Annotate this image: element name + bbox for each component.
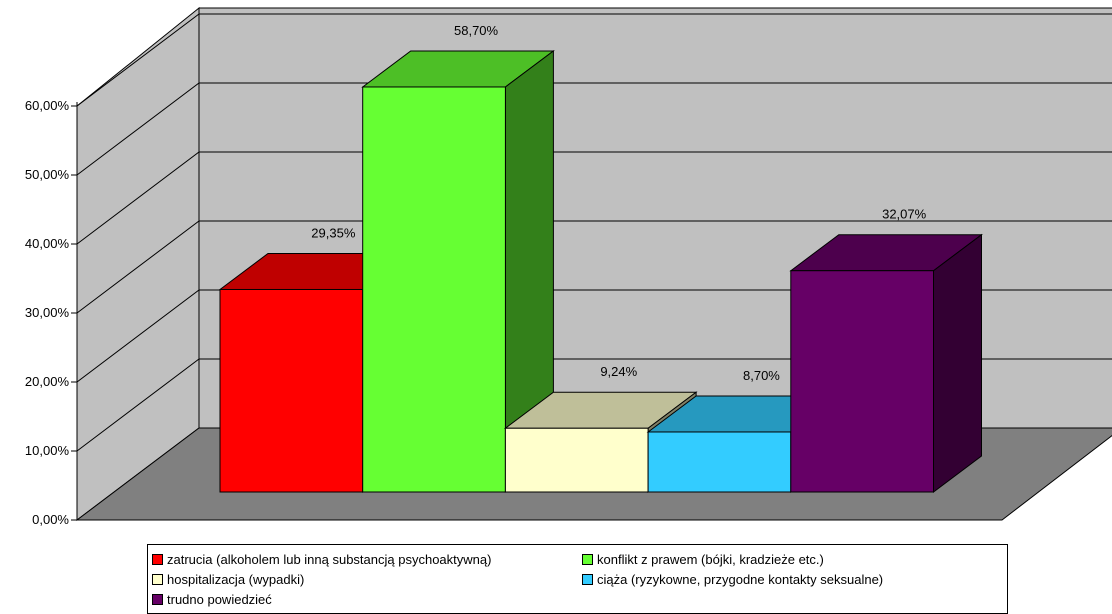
y-tick-label: 20,00% xyxy=(25,374,70,389)
data-label: 8,70% xyxy=(743,368,780,383)
bar-front xyxy=(790,270,934,493)
bar xyxy=(789,233,983,493)
legend-swatch-ciaza xyxy=(582,574,593,586)
gridline xyxy=(76,151,1112,245)
gridline xyxy=(76,82,1112,176)
y-tick-label: 60,00% xyxy=(25,98,70,113)
data-label: 9,24% xyxy=(600,364,637,379)
data-label: 32,07% xyxy=(882,207,927,222)
legend-item-hospitalizacja: hospitalizacja (wypadki) xyxy=(152,571,304,589)
legend-label-hospitalizacja: hospitalizacja (wypadki) xyxy=(167,572,305,587)
bar xyxy=(503,391,698,493)
data-label: 58,70% xyxy=(454,23,499,38)
legend-label-ciaza: ciąża (ryzykowne, przygodne kontakty sek… xyxy=(597,572,884,587)
legend: zatrucia (alkoholem lub inną substancją … xyxy=(147,544,1008,614)
y-tick-label: 30,00% xyxy=(25,305,70,320)
y-axis: 0,00% 10,00% 20,00% 30,00% 40,00% 50,00% 60,00… xyxy=(25,98,78,527)
bar-front xyxy=(219,288,364,493)
legend-item-konflikt: konflikt z prawem (bójki, kradzieże etc.… xyxy=(582,551,824,569)
y-tick-label: 40,00% xyxy=(25,236,70,251)
data-labels: 29,35% 58,70% 9,24% 8,70% 32,07% xyxy=(311,23,926,383)
legend-swatch-zatrucia xyxy=(152,554,163,566)
legend-label-trudno: trudno powiedzieć xyxy=(167,592,272,607)
y-tick-label: 0,00% xyxy=(32,512,69,527)
legend-swatch-konflikt xyxy=(582,554,593,566)
y-tick-label: 10,00% xyxy=(25,443,70,458)
bar-front xyxy=(647,431,792,493)
legend-swatch-trudno xyxy=(152,594,163,606)
legend-label-konflikt: konflikt z prawem (bójki, kradzieże etc.… xyxy=(597,552,824,567)
gridline xyxy=(76,220,1112,314)
bar-front xyxy=(504,427,649,493)
legend-item-zatrucia: zatrucia (alkoholem lub inną substancją … xyxy=(152,551,491,569)
y-tick-label: 50,00% xyxy=(25,167,70,182)
data-label: 29,35% xyxy=(311,225,356,240)
bar-front xyxy=(362,86,506,493)
legend-swatch-hospitalizacja xyxy=(152,574,163,586)
bar xyxy=(361,49,555,493)
gridline xyxy=(76,13,1112,107)
bars xyxy=(218,49,983,493)
legend-label-zatrucia: zatrucia (alkoholem lub inną substancją … xyxy=(167,552,492,567)
bar-side xyxy=(933,233,982,493)
legend-item-trudno: trudno powiedzieć xyxy=(152,591,272,609)
legend-item-ciaza: ciąża (ryzykowne, przygodne kontakty sek… xyxy=(582,571,883,589)
